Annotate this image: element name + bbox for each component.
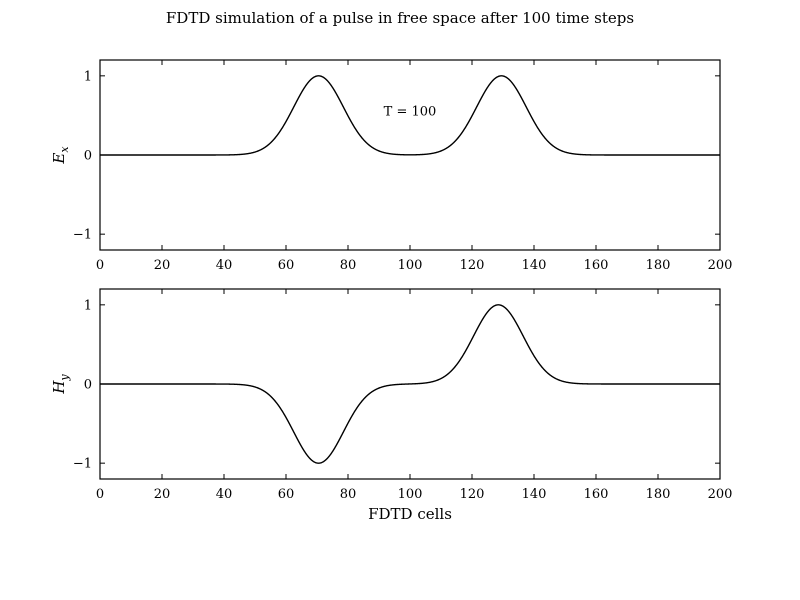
figure-title: FDTD simulation of a pulse in free space… [166, 9, 634, 27]
x-tick-label: 140 [522, 487, 547, 502]
x-tick-label: 60 [278, 487, 295, 502]
y-tick-label: −1 [73, 228, 92, 243]
y-tick-label: 1 [84, 298, 92, 313]
y-tick-label: 1 [84, 69, 92, 84]
x-tick-label: 0 [96, 487, 104, 502]
x-tick-label: 20 [154, 258, 171, 273]
x-tick-label: 200 [708, 258, 733, 273]
x-tick-label: 120 [460, 487, 485, 502]
x-tick-label: 80 [340, 487, 357, 502]
x-tick-label: 160 [584, 487, 609, 502]
top-panel-ex: 0 20 40 60 80 100 120 140 160 180 200 1 0 −1 Ex T = 100 [50, 59, 733, 273]
x-tick-label: 200 [708, 487, 733, 502]
bottom-panel-hy: 0 20 40 60 80 100 120 140 160 180 200 1 0 −1 Hy FDTD ce… [50, 288, 733, 523]
x-tick-label: 180 [646, 487, 671, 502]
y-axis-label: Ex [50, 146, 71, 165]
x-tick-label: 120 [460, 258, 485, 273]
x-tick-label: 0 [96, 258, 104, 273]
x-tick-label: 100 [398, 487, 423, 502]
y-tick-label: 0 [84, 378, 92, 393]
x-tick-label: 20 [154, 487, 171, 502]
x-tick-label: 40 [216, 258, 233, 273]
x-axis-label: FDTD cells [368, 505, 452, 523]
x-tick-label: 180 [646, 258, 671, 273]
x-tick-label: 160 [584, 258, 609, 273]
series-line-0 [100, 304, 720, 464]
x-tick-label: 100 [398, 258, 423, 273]
y-tick-label: 0 [84, 149, 92, 164]
series-line-0 [100, 75, 720, 156]
time-step-annotation: T = 100 [384, 104, 437, 119]
y-tick-label: −1 [73, 457, 92, 472]
x-tick-label: 40 [216, 487, 233, 502]
y-axis-label: Hy [50, 374, 71, 395]
x-tick-label: 60 [278, 258, 295, 273]
x-tick-label: 80 [340, 258, 357, 273]
x-tick-label: 140 [522, 258, 547, 273]
